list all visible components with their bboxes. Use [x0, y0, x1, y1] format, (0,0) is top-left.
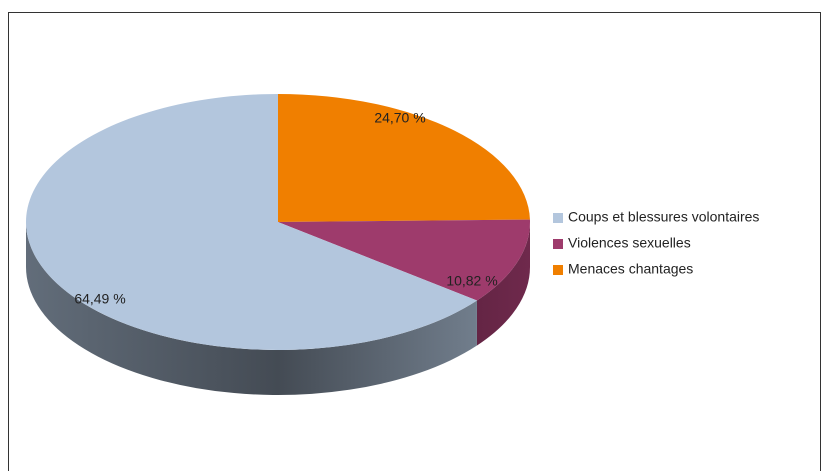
- chart-border: [8, 12, 821, 471]
- legend-label: Coups et blessures volontaires: [568, 209, 759, 225]
- legend-swatch: [553, 213, 563, 223]
- data-label: 10,82 %: [446, 273, 497, 289]
- legend-label: Menaces chantages: [568, 261, 693, 277]
- legend-swatch: [553, 239, 563, 249]
- slice: [278, 219, 530, 301]
- legend-swatch: [553, 265, 563, 275]
- data-label: 64,49 %: [74, 291, 125, 307]
- legend-label: Violences sexuelles: [568, 235, 691, 251]
- slice-wall: [476, 222, 530, 346]
- data-label: 24,70 %: [374, 110, 425, 126]
- slice: [278, 94, 530, 222]
- slice: [25, 94, 477, 350]
- slice-wall: [26, 222, 477, 395]
